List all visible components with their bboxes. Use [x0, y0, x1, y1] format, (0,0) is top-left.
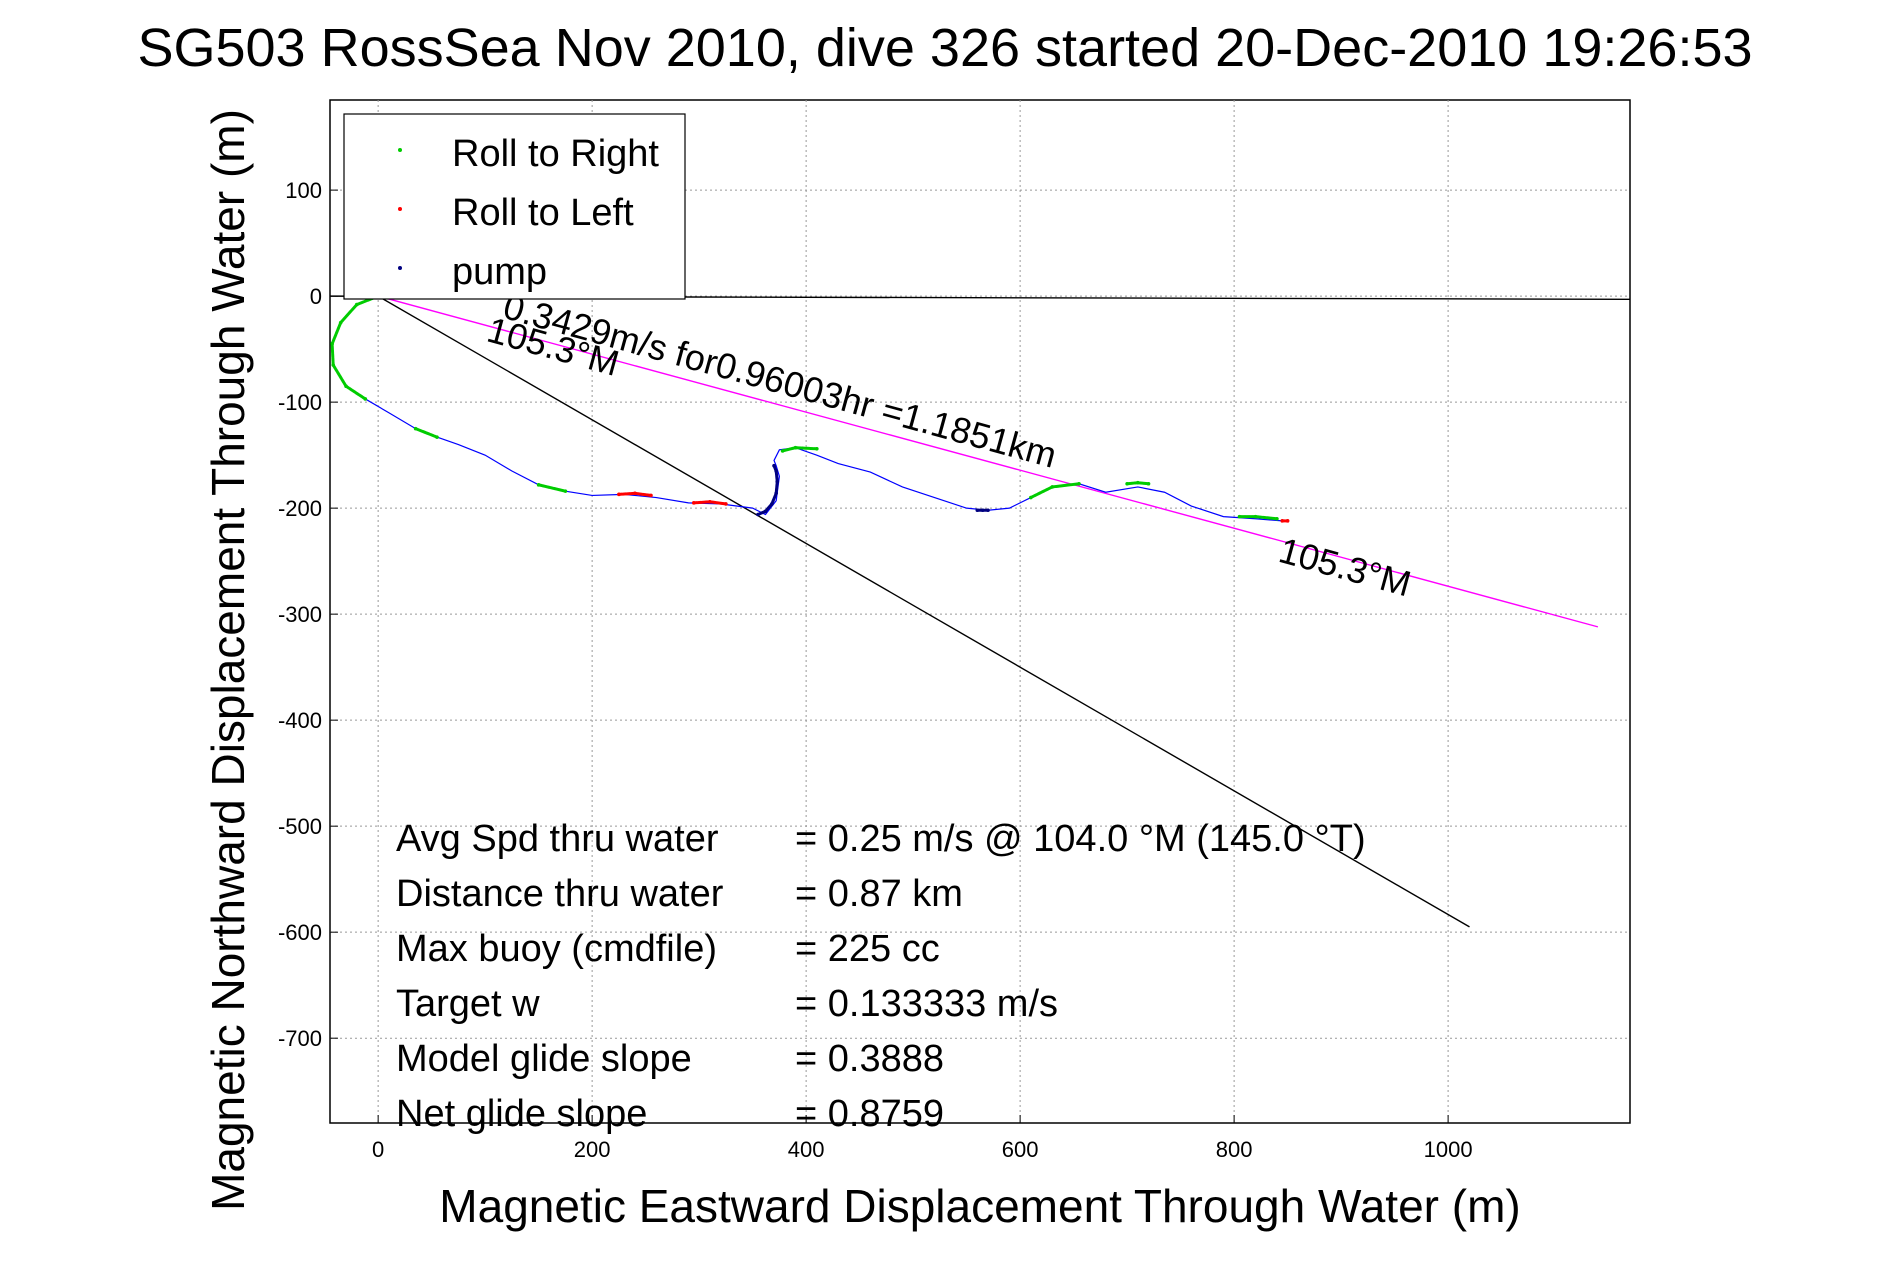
roll-left-segment-point [1285, 519, 1290, 523]
roll-right-segment-point [1146, 481, 1151, 486]
roll-right-segment-point [815, 446, 819, 451]
stat-label: Avg Spd thru water [396, 818, 719, 860]
roll-right-segment-point [1136, 480, 1140, 485]
roll-right-segment-point [1125, 481, 1129, 486]
y-tick-label: -100 [278, 390, 322, 415]
y-tick-label: -700 [278, 1026, 322, 1051]
stat-value: = 225 cc [795, 928, 940, 970]
y-tick-label: 100 [285, 178, 322, 203]
stat-value: = 0.87 km [795, 873, 963, 915]
x-tick-label: 400 [788, 1137, 825, 1162]
y-tick-label: -400 [278, 708, 322, 733]
roll-right-segment-point [1275, 516, 1279, 521]
y-tick-label: 0 [310, 284, 322, 309]
x-tick-label: 1000 [1424, 1137, 1473, 1162]
stat-label: Net glide slope [396, 1093, 647, 1135]
roll-right-segment-point [1029, 495, 1033, 500]
pump-segment-point [775, 479, 780, 484]
dive-stats: Avg Spd thru water = 0.25 m/s @ 104.0 °M … [396, 818, 1366, 1135]
y-tick-label: -200 [278, 496, 322, 521]
legend-label: Roll to Right [452, 133, 659, 175]
reference-line [377, 295, 1470, 928]
x-tick-label: 0 [372, 1137, 384, 1162]
x-axis-label: Magnetic Eastward Displacement Through W… [439, 1180, 1520, 1232]
legend-marker [398, 207, 402, 211]
pump-segment-point [980, 508, 985, 513]
dive-track [330, 294, 1290, 523]
stat-value: = 0.133333 m/s [795, 983, 1058, 1025]
roll-right-segment-point [330, 342, 334, 346]
roll-left-segment-point [708, 499, 712, 504]
roll-left-segment-point [691, 501, 696, 505]
pump-segment-point [772, 463, 776, 468]
roll-left-segment-point [649, 493, 653, 498]
stat-label: Distance thru water [396, 873, 724, 915]
roll-right-segment-point [363, 397, 368, 401]
pump-segment-point [774, 469, 778, 473]
roll-right-segment-point [780, 449, 785, 453]
roll-left-segment-point [617, 492, 621, 497]
legend-label: Roll to Left [452, 192, 634, 234]
roll-right-segment-point [536, 483, 541, 487]
pump-segment-point [763, 509, 768, 514]
roll-right-segment-point [344, 384, 348, 389]
roll-left-segment-point [633, 491, 637, 496]
roll-right-segment-point [435, 435, 439, 439]
stat-label: Max buoy (cmdfile) [396, 928, 717, 970]
x-tick-label: 800 [1216, 1137, 1253, 1162]
pump-segment-point [986, 508, 990, 513]
reference-line [377, 295, 1599, 628]
x-tick-label: 200 [574, 1137, 611, 1162]
axis-ticks: 0 200 400 600 800 10001000-100-200-300-400-50… [278, 178, 1473, 1162]
roll-right-segment-point [413, 426, 418, 431]
roll-right-segment-point [1253, 514, 1258, 519]
legend-label: pump [452, 251, 547, 293]
roll-right-segment [537, 483, 567, 493]
roll-right-segment-point [1237, 514, 1242, 519]
roll-right-segment-point [1050, 485, 1055, 489]
y-tick-label: -500 [278, 814, 322, 839]
roll-right-segment-point [354, 302, 359, 307]
roll-right-segment [414, 427, 439, 439]
pump-segment-point [756, 512, 760, 517]
roll-right-segment-point [1077, 481, 1081, 486]
legend: Roll to Right Roll to Left pump [343, 113, 686, 300]
stat-value: = 0.3888 [795, 1038, 944, 1080]
roll-right-segment-point [563, 489, 568, 493]
y-tick-label: -600 [278, 920, 322, 945]
roll-left-segment-point [1280, 519, 1285, 523]
x-tick-label: 600 [1002, 1137, 1039, 1162]
pump-segment-point [774, 491, 778, 496]
stat-label: Target w [396, 983, 540, 1025]
stat-value: = 0.25 m/s @ 104.0 °M (145.0 °T) [795, 818, 1366, 860]
stat-value: = 0.8759 [795, 1093, 944, 1135]
roll-right-segment-point [793, 445, 798, 450]
chart-title: SG503 RossSea Nov 2010, dive 326 started… [137, 18, 1752, 78]
roll-right-segment-point [331, 363, 336, 367]
legend-marker [398, 148, 402, 152]
pump-segment-point [975, 508, 980, 513]
roll-left-segment-point [724, 502, 728, 506]
y-tick-label: -300 [278, 602, 322, 627]
stat-label: Model glide slope [396, 1038, 692, 1080]
legend-marker [398, 266, 402, 270]
roll-right-segment-point [338, 320, 343, 325]
pump-segment-point [770, 502, 774, 506]
y-axis-label: Magnetic Northward Displacement Through … [202, 109, 254, 1211]
